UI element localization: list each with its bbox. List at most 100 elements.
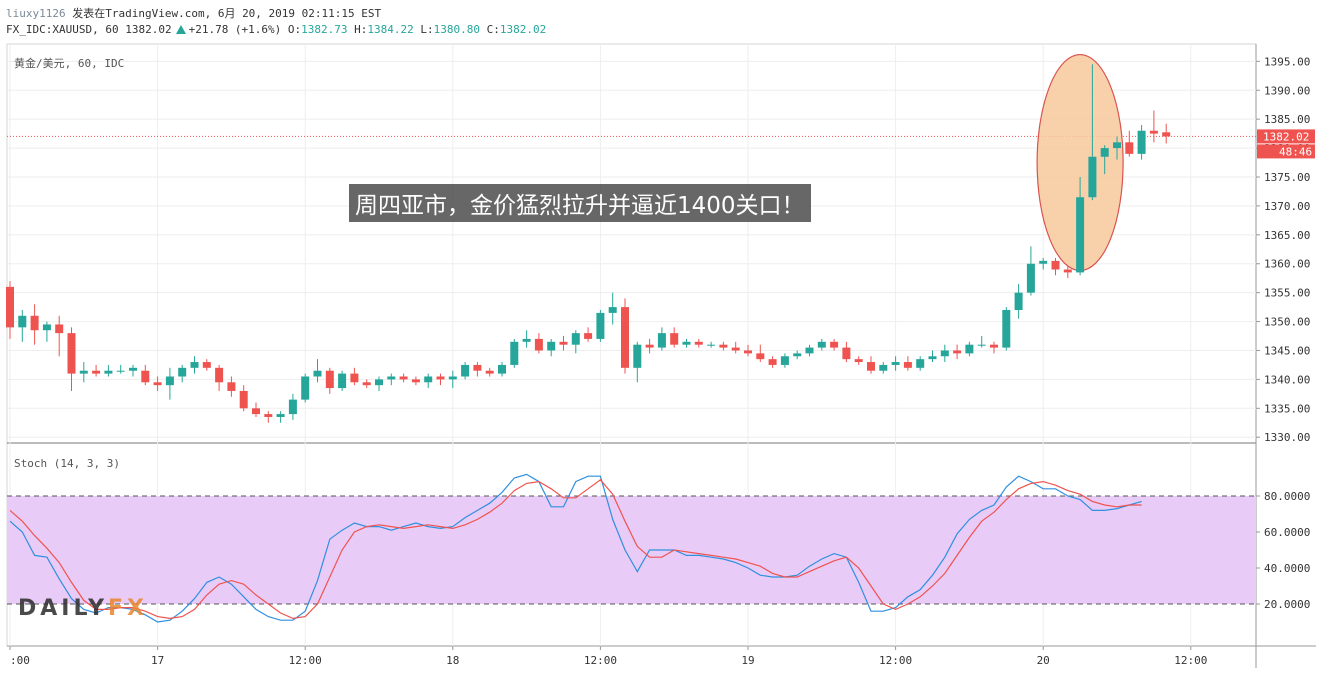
candle-body (239, 390, 248, 409)
stoch-line-d (9, 478, 1142, 620)
candle-body (731, 347, 740, 351)
time-tick-label: 12:00 (289, 654, 322, 667)
candle-body (1076, 197, 1085, 273)
candle-body (780, 356, 789, 365)
candle-body (842, 347, 851, 360)
last-price: 1382.02 (125, 23, 172, 36)
price-tick-label: 1385.00 (1264, 113, 1310, 126)
price-tick-label: 1365.00 (1264, 229, 1310, 242)
candle-body (768, 359, 777, 365)
time-tick-label: 12:00 (879, 654, 912, 667)
up-arrow-icon (175, 25, 186, 34)
logo-main: DAILY (18, 596, 108, 621)
candle-body (694, 341, 703, 345)
candle-body (645, 344, 654, 348)
candle-body (227, 382, 236, 391)
candle-body (202, 362, 211, 368)
candle-body (608, 307, 617, 313)
candle-body (1088, 156, 1097, 198)
last-price-tag (1257, 129, 1315, 144)
price-tick-label: 1335.00 (1264, 402, 1310, 415)
candle-body (817, 341, 826, 348)
candle-body (42, 324, 51, 331)
candle-body (867, 362, 875, 371)
candle-body (522, 338, 531, 342)
candle-body (879, 364, 888, 371)
high-label: H: (354, 23, 368, 36)
time-tick-label: 12:00 (584, 654, 617, 667)
candle-body (129, 367, 137, 371)
candle-body (1113, 142, 1121, 149)
candle-body (657, 333, 666, 348)
candle-body (953, 350, 962, 354)
candle-body (1063, 269, 1072, 273)
candle-body (30, 315, 39, 331)
candle-body (854, 359, 863, 363)
time-tick-label: 17 (151, 654, 164, 667)
time-tick-label: 19 (741, 654, 754, 667)
candle-body (547, 341, 556, 351)
price-tick-label: 1390.00 (1264, 84, 1310, 97)
publish-line: liuxy1126 发表在TradingView.com, 6月 20, 201… (6, 5, 381, 21)
candle-body (707, 344, 716, 346)
price-tick-label: 1375.00 (1264, 171, 1310, 184)
candle-body (165, 376, 174, 386)
candle-body (903, 362, 912, 368)
candle-body (424, 376, 433, 383)
candle-body (301, 376, 310, 400)
candle-body (104, 370, 113, 374)
candle-body (793, 353, 802, 357)
author-name[interactable]: liuxy1126 (6, 7, 66, 20)
candle-body (990, 344, 998, 348)
candle-body (116, 370, 125, 372)
candle-body (670, 333, 679, 345)
candle-body (79, 370, 88, 374)
candle-body (928, 356, 937, 360)
candle-body (141, 370, 150, 383)
stoch-line-k (9, 473, 1142, 623)
candle-body (559, 341, 568, 345)
price-tick-label: 1340.00 (1264, 373, 1310, 386)
time-tick-label: 20 (1037, 654, 1050, 667)
candle-body (977, 344, 986, 346)
dailyfx-logo: DAILYFX (18, 596, 148, 621)
candle-body (178, 367, 187, 377)
candle-body (215, 367, 224, 383)
last-price-tag-text: 1382.02 (1263, 130, 1309, 143)
candle-body (1125, 142, 1134, 154)
candle-body (571, 333, 580, 345)
candle-body (288, 399, 297, 415)
candle-body (1162, 132, 1171, 137)
candle-body (276, 414, 285, 417)
open-label: O: (287, 23, 302, 36)
open-value: 1382.73 (301, 23, 348, 36)
candle-body (744, 350, 752, 354)
candle-body (756, 353, 765, 360)
stoch-tick-label: 80.0000 (1264, 490, 1310, 503)
price-tick-label: 1395.00 (1264, 55, 1310, 68)
low-label: L: (420, 23, 434, 36)
candle-body (1137, 130, 1146, 154)
candle-body (6, 286, 14, 328)
candle-body (633, 344, 642, 368)
candle-body (891, 362, 900, 365)
candle-body (1039, 260, 1048, 264)
close-value: 1382.02 (499, 23, 547, 36)
price-tick-label: 1360.00 (1264, 258, 1310, 271)
candle-body (375, 379, 383, 386)
stoch-band (7, 496, 1256, 604)
candle-body (252, 408, 260, 415)
candle-body (916, 359, 925, 368)
time-tick-label: 12:00 (1174, 654, 1207, 667)
candle-body (313, 370, 322, 377)
candle-body (55, 324, 64, 334)
price-tick-label: 1350.00 (1264, 316, 1310, 329)
candle-body (1026, 263, 1035, 293)
price-tick-label: 1330.00 (1264, 431, 1310, 444)
candle-body (621, 307, 629, 368)
time-tick-label: :00 (10, 654, 30, 667)
candle-body (805, 347, 814, 354)
annotation-text: 周四亚市，金价猛烈拉升并逼近1400关口！ (349, 184, 811, 222)
candle-body (1051, 260, 1060, 270)
